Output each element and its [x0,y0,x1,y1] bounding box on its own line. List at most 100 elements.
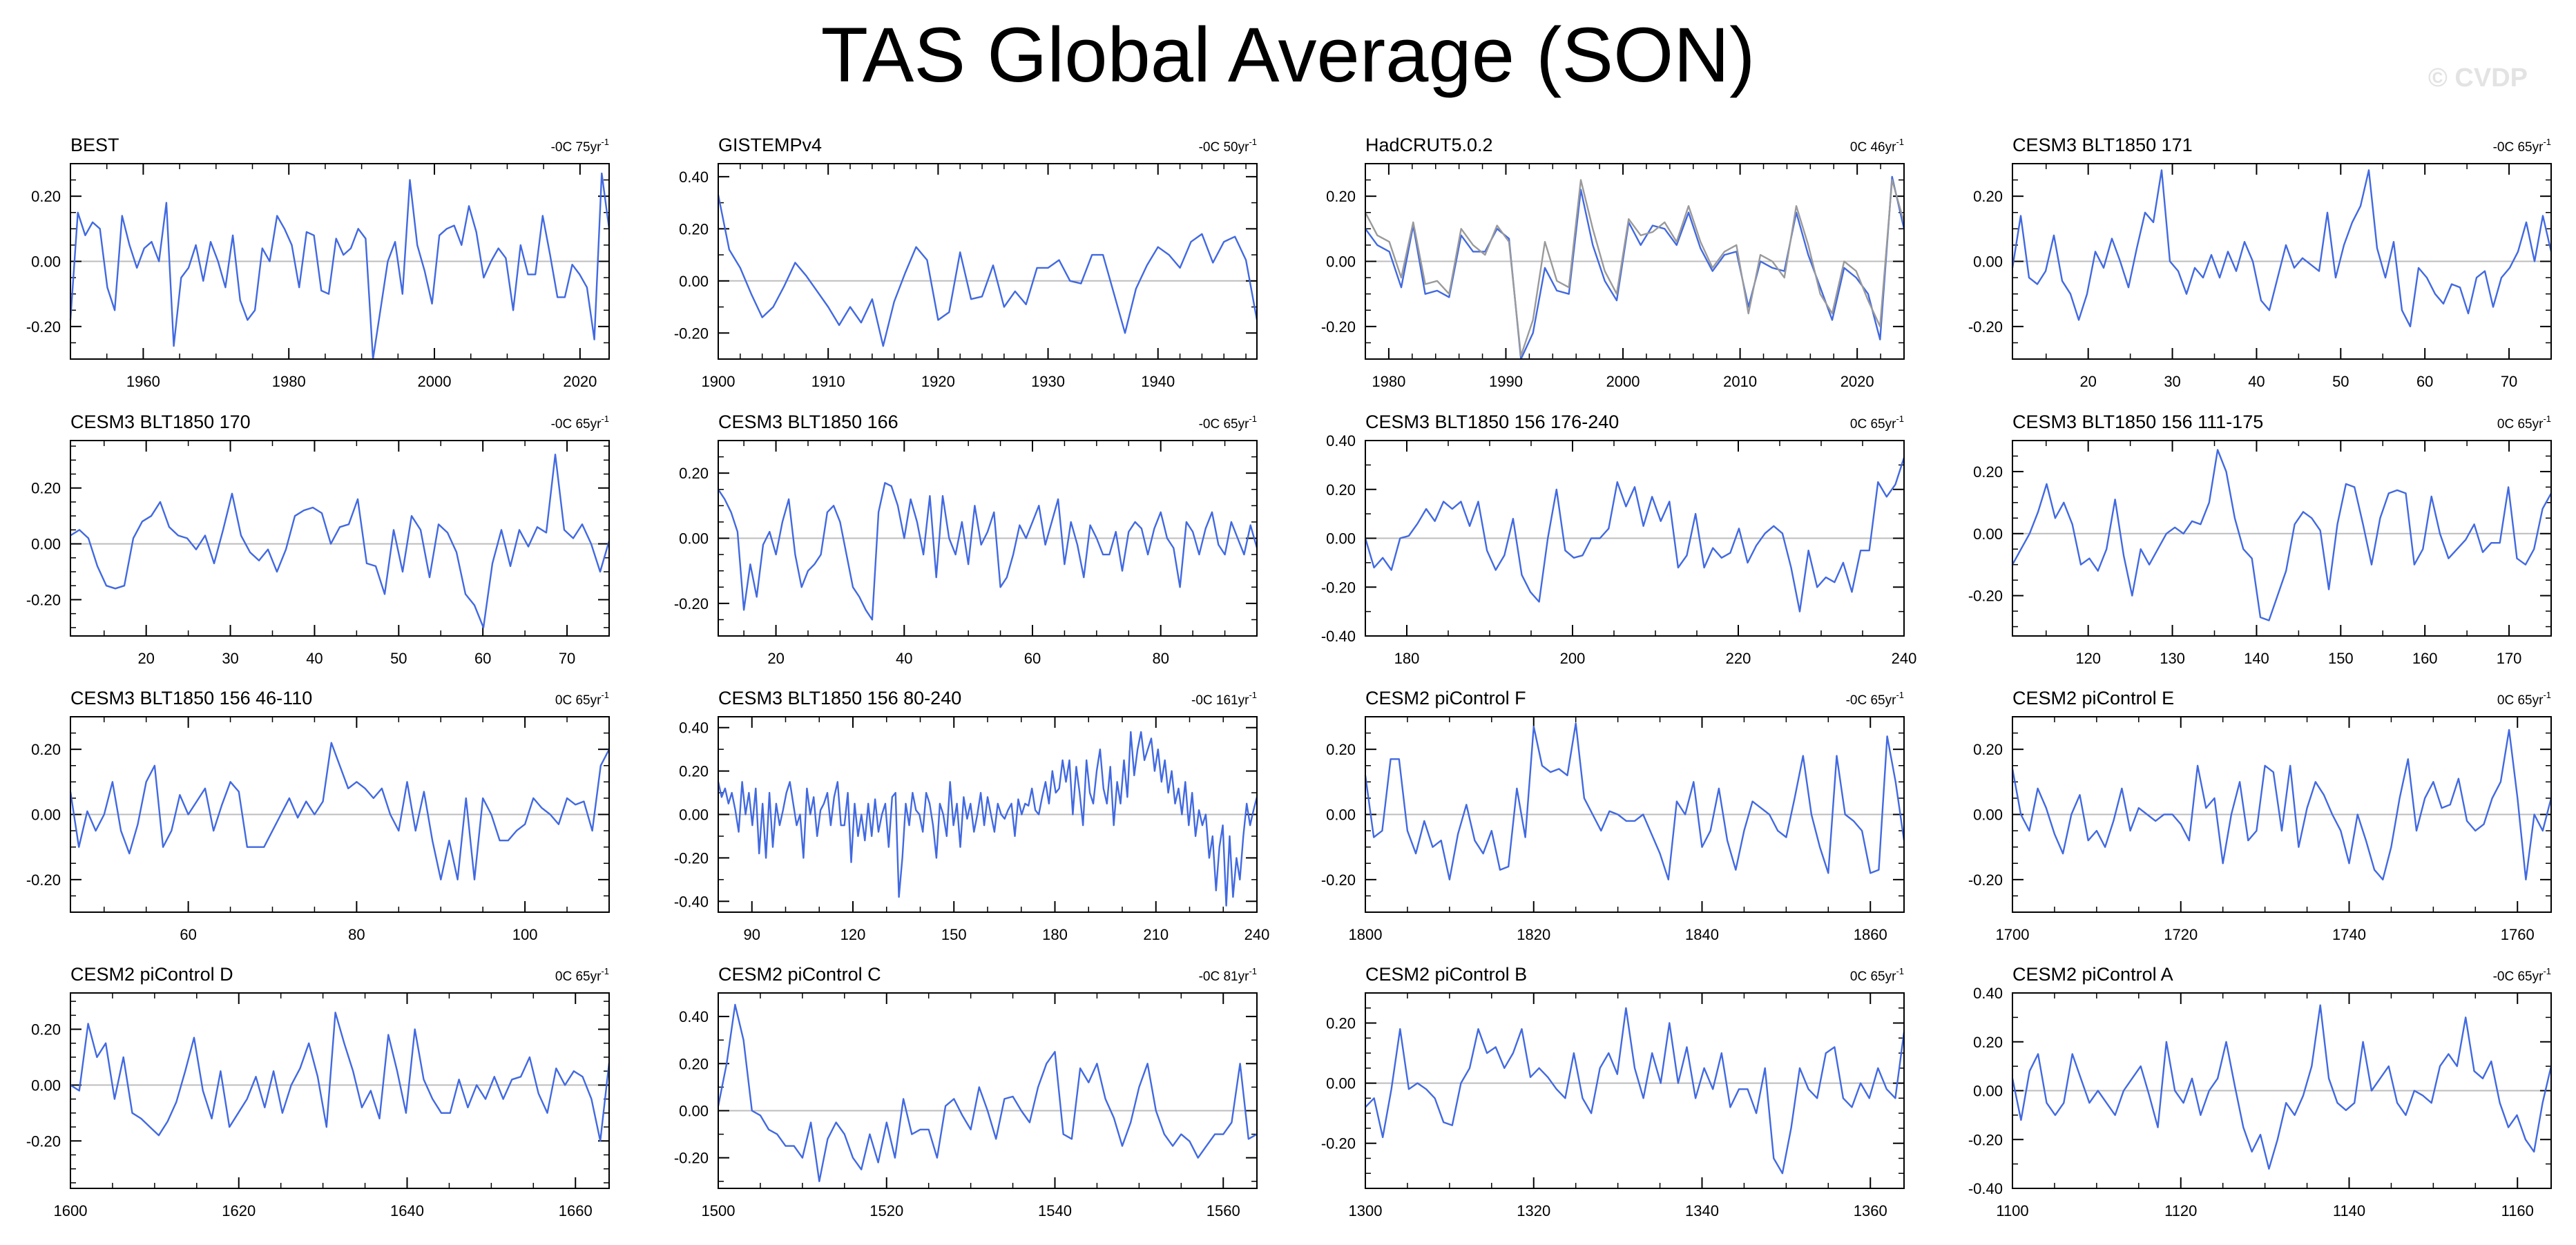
x-tick-label: 150 [2328,650,2354,667]
x-tick-label: 1160 [2501,1202,2534,1219]
chart-panel-10: CESM3 BLT1850 156 80-240 -0C 161yr-1 -0.40… [674,688,1270,943]
y-tick-label: 0.00 [679,807,709,824]
x-tick-label: 210 [1143,926,1169,943]
series-line-1 [1364,722,1905,881]
y-tick-label: 0.20 [679,1055,709,1072]
x-tick-label: 1660 [559,1202,593,1219]
x-tick-label: 80 [348,926,365,943]
panel-title: CESM3 BLT1850 156 111-175 [2012,412,2263,432]
trend-label: 0C 46yr-1 [1850,137,1904,155]
y-tick-label: 0.00 [1326,530,1356,548]
trend-superscript: -1 [2543,414,2551,424]
y-tick-label: -0.20 [1968,1131,2003,1148]
trend-superscript: -1 [2543,966,2551,976]
plot-frame [70,716,610,913]
trend-superscript: -1 [601,414,609,424]
trend-label: 0C 65yr-1 [1850,414,1904,432]
trend-label: -0C 81yr-1 [1199,966,1257,984]
trend-label: 0C 65yr-1 [555,690,609,708]
trend-superscript: -1 [1896,966,1904,976]
trend-label: -0C 65yr-1 [2493,137,2551,155]
trend-label: 0C 65yr-1 [1850,966,1904,984]
x-tick-label: 60 [2416,373,2433,390]
trend-superscript: -1 [1896,137,1904,147]
x-tick-label: 80 [1152,650,1169,667]
trend-label: -0C 65yr-1 [1846,690,1904,708]
x-tick-label: 1920 [921,373,955,390]
trend-label: 0C 65yr-1 [555,966,609,984]
trend-label: -0C 75yr-1 [551,137,609,155]
y-tick-label: 0.20 [1973,741,2003,758]
chart-panel-7: CESM3 BLT1850 156 176-240 0C 65yr-1 -0.40 -… [1321,412,1917,667]
x-tick-label: 1520 [869,1202,903,1219]
chart-panel-12: CESM2 piControl E 0C 65yr-1 -0.20 0.00 0.20 1… [1968,688,2553,943]
x-tick-label: 1900 [702,373,736,390]
y-tick-label: -0.20 [1321,871,1356,889]
plot-frame [70,440,610,637]
trend-superscript: -1 [1896,690,1904,700]
panel-title: CESM3 BLT1850 166 [718,412,898,432]
trend-superscript: -1 [601,690,609,700]
y-tick-label: 0.40 [679,168,709,186]
plot-frame [718,163,1258,360]
trend-superscript: -1 [601,137,609,147]
trend-superscript: -1 [1896,414,1904,424]
y-tick-label: 0.20 [679,763,709,780]
x-tick-label: 1360 [1854,1202,1887,1219]
series-line-2 [1364,179,1905,357]
y-tick-label: -0.20 [1968,871,2003,889]
series-line-1 [717,195,1258,347]
y-tick-label: -0.20 [1321,318,1356,336]
x-tick-label: 1100 [1996,1202,2028,1219]
panel-title: BEST [70,135,119,155]
series-line-1 [2011,449,2553,621]
trend-label: -0C 161yr-1 [1191,690,1257,708]
chart-panel-5: CESM3 BLT1850 170 -0C 65yr-1 -0.20 0.00 0.20… [26,412,611,667]
panel-title: CESM2 piControl D [70,964,233,985]
series-line-1 [69,742,611,881]
y-tick-label: 0.00 [679,1102,709,1119]
y-tick-label: 0.00 [679,530,709,548]
x-tick-label: 60 [1024,650,1041,667]
x-tick-label: 220 [1726,650,1751,667]
y-tick-label: 0.00 [679,273,709,290]
trend-superscript: -1 [2543,137,2551,147]
y-tick-label: 0.20 [1326,741,1356,758]
chart-panel-15: CESM2 piControl B 0C 65yr-1 -0.20 0.00 0.20 1… [1321,964,1905,1219]
panel-title: CESM3 BLT1850 170 [70,412,251,432]
trend-superscript: -1 [601,966,609,976]
trend-label: -0C 65yr-1 [2493,966,2551,984]
y-tick-label: 0.00 [31,1077,61,1094]
x-tick-label: 1120 [2164,1202,2197,1219]
x-tick-label: 200 [1560,650,1586,667]
x-tick-label: 40 [896,650,912,667]
x-tick-label: 1910 [811,373,845,390]
y-tick-label: -0.20 [26,591,61,608]
y-tick-label: 0.40 [679,720,709,737]
plot-frame [2012,992,2552,1189]
x-tick-label: 1840 [1685,926,1719,943]
y-tick-label: 0.40 [679,1008,709,1025]
y-tick-label: 0.20 [1973,188,2003,205]
x-tick-label: 1300 [1349,1202,1383,1219]
series-line-1 [69,172,611,360]
panel-title: HadCRUT5.0.2 [1365,135,1493,155]
trend-label: 0C 65yr-1 [2497,414,2551,432]
x-tick-label: 60 [180,926,196,943]
x-tick-label: 1720 [2164,926,2198,943]
y-tick-label: 0.20 [1326,481,1356,499]
x-tick-label: 1820 [1517,926,1550,943]
series-line-1 [1364,457,1905,612]
series-line-1 [70,454,611,629]
y-tick-label: 0.40 [1973,985,2003,1002]
x-tick-label: 1700 [1996,926,2030,943]
panel-title: CESM2 piControl E [2012,688,2174,708]
y-tick-label: -0.40 [674,893,709,910]
x-tick-label: 140 [2244,650,2269,667]
trend-superscript: -1 [1249,414,1257,424]
panel-title: CESM3 BLT1850 156 46-110 [70,688,312,708]
x-tick-label: 1980 [1372,373,1405,390]
plot-frame [1365,163,1905,360]
plot-frame [718,716,1258,913]
